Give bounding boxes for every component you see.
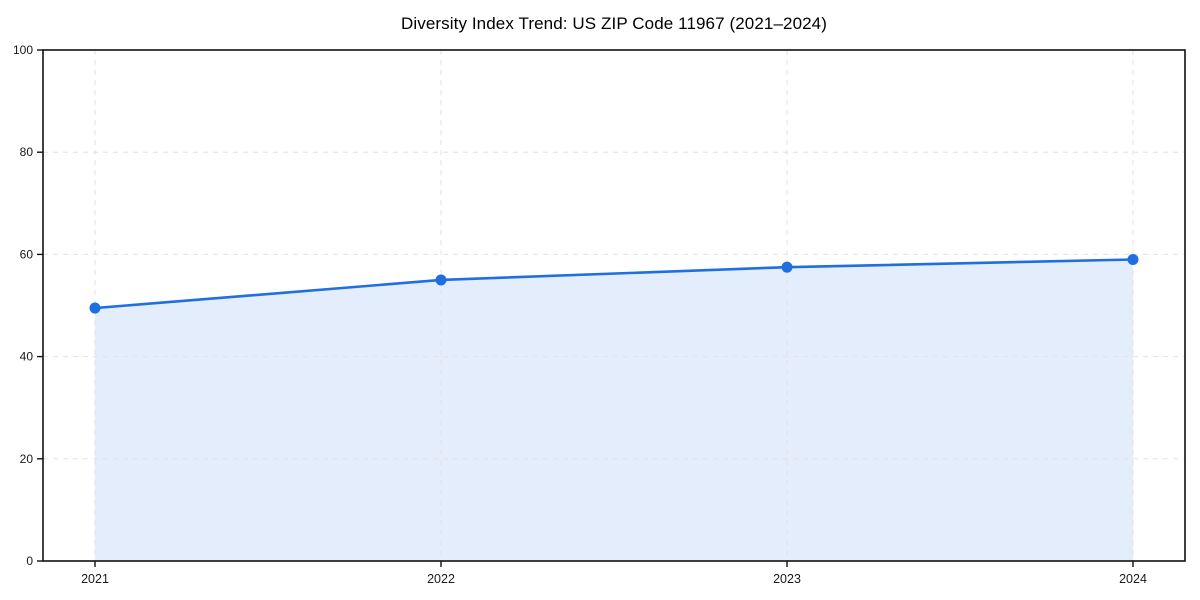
tick-marks	[37, 49, 1134, 567]
data-point	[781, 261, 793, 273]
y-tick-label: 20	[20, 452, 34, 466]
x-tick-label: 2022	[427, 572, 455, 586]
data-point	[89, 302, 101, 314]
plot-frame	[42, 49, 1186, 562]
x-tick-label: 2024	[1119, 572, 1147, 586]
y-axis-labels: 0 20 40 60 80 100	[13, 43, 33, 568]
y-tick-label: 0	[26, 554, 33, 568]
area-fill	[95, 259, 1133, 561]
x-axis-labels: 2021 2022 2023 2024	[81, 572, 1147, 586]
y-tick-label: 80	[20, 145, 34, 159]
x-tick-label: 2021	[81, 572, 109, 586]
y-tick-label: 40	[20, 350, 34, 364]
x-tick-label: 2023	[773, 572, 801, 586]
chart-title: Diversity Index Trend: US ZIP Code 11967…	[400, 14, 828, 33]
y-tick-label: 100	[13, 43, 33, 57]
data-point	[435, 274, 447, 286]
y-tick-label: 60	[20, 247, 34, 261]
trend-line	[93, 258, 1135, 310]
data-point	[1127, 254, 1139, 266]
data-points	[89, 254, 1139, 314]
